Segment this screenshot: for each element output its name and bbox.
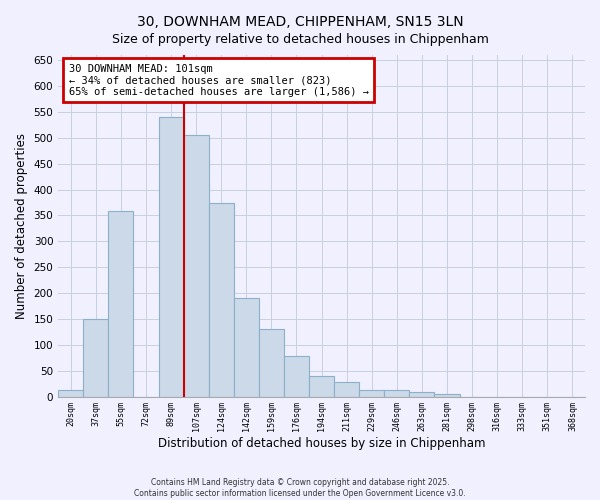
Bar [83, 319, 109, 396]
Bar [209, 202, 234, 396]
Bar [434, 394, 460, 396]
Bar [259, 330, 284, 396]
Text: Size of property relative to detached houses in Chippenham: Size of property relative to detached ho… [112, 32, 488, 46]
Bar [58, 390, 83, 396]
Bar [158, 117, 184, 396]
Bar [184, 135, 209, 396]
Text: 30, DOWNHAM MEAD, CHIPPENHAM, SN15 3LN: 30, DOWNHAM MEAD, CHIPPENHAM, SN15 3LN [137, 15, 463, 29]
Bar [334, 382, 359, 396]
Text: 30 DOWNHAM MEAD: 101sqm
← 34% of detached houses are smaller (823)
65% of semi-d: 30 DOWNHAM MEAD: 101sqm ← 34% of detache… [69, 64, 369, 96]
Bar [284, 356, 309, 397]
Bar [234, 298, 259, 396]
Bar [385, 390, 409, 396]
Bar [109, 212, 133, 396]
Text: Contains HM Land Registry data © Crown copyright and database right 2025.
Contai: Contains HM Land Registry data © Crown c… [134, 478, 466, 498]
Bar [359, 390, 385, 396]
X-axis label: Distribution of detached houses by size in Chippenham: Distribution of detached houses by size … [158, 437, 485, 450]
Bar [309, 376, 334, 396]
Y-axis label: Number of detached properties: Number of detached properties [15, 133, 28, 319]
Bar [409, 392, 434, 396]
